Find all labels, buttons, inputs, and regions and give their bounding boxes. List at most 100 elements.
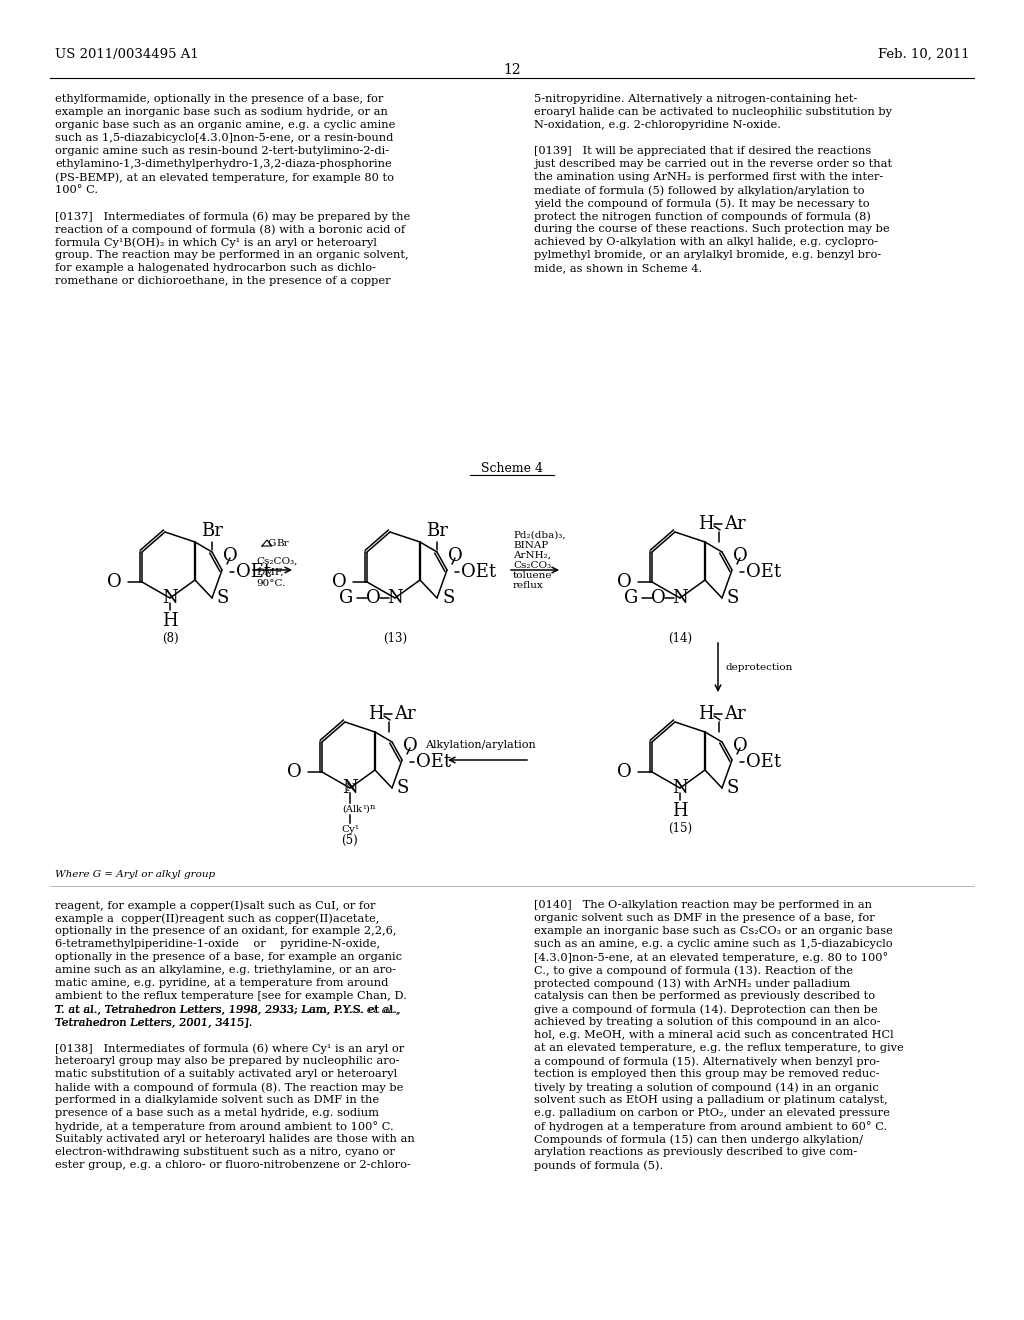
Text: O: O [108, 573, 122, 591]
Text: heteroaryl group may also be prepared by nucleophilic aro-: heteroaryl group may also be prepared by… [55, 1056, 399, 1067]
Text: ester group, e.g. a chloro- or fluoro-nitrobenzene or 2-chloro-: ester group, e.g. a chloro- or fluoro-ni… [55, 1160, 411, 1170]
Text: (8): (8) [162, 632, 178, 645]
Text: hol, e.g. MeOH, with a mineral acid such as concentrated HCl: hol, e.g. MeOH, with a mineral acid such… [534, 1030, 894, 1040]
Text: Suitably activated aryl or heteroaryl halides are those with an: Suitably activated aryl or heteroaryl ha… [55, 1134, 415, 1144]
Text: yield the compound of formula (5). It may be necessary to: yield the compound of formula (5). It ma… [534, 198, 869, 209]
Text: [4.3.0]non-5-ene, at an elevated temperature, e.g. 80 to 100°: [4.3.0]non-5-ene, at an elevated tempera… [534, 952, 888, 962]
Text: matic amine, e.g. pyridine, at a temperature from around: matic amine, e.g. pyridine, at a tempera… [55, 978, 388, 987]
Text: ethylformamide, optionally in the presence of a base, for: ethylformamide, optionally in the presen… [55, 94, 383, 104]
Text: Cs₂CO₃: Cs₂CO₃ [513, 561, 551, 570]
Text: O: O [617, 573, 632, 591]
Text: at an elevated temperature, e.g. the reflux temperature, to give: at an elevated temperature, e.g. the ref… [534, 1043, 904, 1053]
Text: for example a halogenated hydrocarbon such as dichlo-: for example a halogenated hydrocarbon su… [55, 263, 376, 273]
Text: (PS-BEMP), at an elevated temperature, for example 80 to: (PS-BEMP), at an elevated temperature, f… [55, 172, 394, 182]
Text: mide, as shown in Scheme 4.: mide, as shown in Scheme 4. [534, 263, 702, 273]
Text: ethylamino-1,3-dimethylperhydro-1,3,2-diaza-phosphorine: ethylamino-1,3-dimethylperhydro-1,3,2-di… [55, 158, 392, 169]
Text: N: N [672, 779, 688, 797]
Text: 6-tetramethylpiperidine-1-oxide    or    pyridine-N-oxide,: 6-tetramethylpiperidine-1-oxide or pyrid… [55, 939, 380, 949]
Text: matic substitution of a suitably activated aryl or heteroaryl: matic substitution of a suitably activat… [55, 1069, 397, 1078]
Text: presence of a base such as a metal hydride, e.g. sodium: presence of a base such as a metal hydri… [55, 1107, 379, 1118]
Text: O: O [222, 546, 238, 565]
Text: hydride, at a temperature from around ambient to 100° C.: hydride, at a temperature from around am… [55, 1121, 394, 1131]
Text: Compounds of formula (15) can then undergo alkylation/: Compounds of formula (15) can then under… [534, 1134, 863, 1144]
Text: organic base such as an organic amine, e.g. a cyclic amine: organic base such as an organic amine, e… [55, 120, 395, 129]
Text: reaction of a compound of formula (8) with a boronic acid of: reaction of a compound of formula (8) wi… [55, 224, 406, 235]
Text: pylmethyl bromide, or an arylalkyl bromide, e.g. benzyl bro-: pylmethyl bromide, or an arylalkyl bromi… [534, 249, 882, 260]
Text: [0139]   It will be appreciated that if desired the reactions: [0139] It will be appreciated that if de… [534, 147, 871, 156]
Text: halide with a compound of formula (8). The reaction may be: halide with a compound of formula (8). T… [55, 1082, 403, 1093]
Text: 90°C.: 90°C. [256, 579, 286, 587]
Text: Ar: Ar [724, 705, 745, 723]
Text: of hydrogen at a temperature from around ambient to 60° C.: of hydrogen at a temperature from around… [534, 1121, 887, 1131]
Text: (15): (15) [668, 822, 692, 836]
Text: C., to give a compound of formula (13). Reaction of the: C., to give a compound of formula (13). … [534, 965, 853, 975]
Text: OEt: OEt [236, 564, 271, 581]
Text: O: O [617, 763, 632, 781]
Text: H: H [698, 515, 714, 533]
Text: OEt: OEt [416, 752, 452, 771]
Text: electron-withdrawing substituent such as a nitro, cyano or: electron-withdrawing substituent such as… [55, 1147, 395, 1158]
Text: G: G [267, 539, 275, 548]
Text: protect the nitrogen function of compounds of formula (8): protect the nitrogen function of compoun… [534, 211, 870, 222]
Text: tection is employed then this group may be removed reduc-: tection is employed then this group may … [534, 1069, 880, 1078]
Text: reflux: reflux [513, 581, 544, 590]
Text: Br: Br [426, 521, 447, 540]
Text: 100° C.: 100° C. [55, 185, 98, 195]
Text: O: O [447, 546, 463, 565]
Text: [0137]   Intermediates of formula (6) may be prepared by the: [0137] Intermediates of formula (6) may … [55, 211, 411, 222]
Text: romethane or dichioroethane, in the presence of a copper: romethane or dichioroethane, in the pres… [55, 276, 390, 286]
Text: Br: Br [276, 539, 289, 548]
Text: mediate of formula (5) followed by alkylation/arylation to: mediate of formula (5) followed by alkyl… [534, 185, 864, 195]
Text: O: O [332, 573, 347, 591]
Text: [0140]   The O-alkylation reaction may be performed in an: [0140] The O-alkylation reaction may be … [534, 900, 872, 909]
Text: Alkylation/arylation: Alkylation/arylation [425, 741, 536, 750]
Text: performed in a dialkylamide solvent such as DMF in the: performed in a dialkylamide solvent such… [55, 1096, 379, 1105]
Text: N: N [162, 589, 178, 607]
Text: G: G [624, 589, 638, 607]
Text: Cs₂CO₃,: Cs₂CO₃, [256, 557, 297, 566]
Text: such as 1,5-diazabicyclo[4.3.0]non-5-ene, or a resin-bound: such as 1,5-diazabicyclo[4.3.0]non-5-ene… [55, 133, 393, 143]
Text: O: O [402, 737, 418, 755]
Text: ambient to the reflux temperature [see for example Chan, D.: ambient to the reflux temperature [see f… [55, 991, 407, 1001]
Text: optionally in the presence of an oxidant, for example 2,2,6,: optionally in the presence of an oxidant… [55, 927, 396, 936]
Text: n: n [370, 803, 376, 810]
Text: Ar: Ar [394, 705, 416, 723]
Text: example an inorganic base such as sodium hydride, or an: example an inorganic base such as sodium… [55, 107, 388, 117]
Text: ¹): ¹) [362, 805, 370, 814]
Text: organic solvent such as DMF in the presence of a base, for: organic solvent such as DMF in the prese… [534, 913, 874, 923]
Text: pounds of formula (5).: pounds of formula (5). [534, 1160, 664, 1171]
Text: Br: Br [201, 521, 223, 540]
Text: H: H [369, 705, 384, 723]
Text: (Alk: (Alk [342, 805, 361, 814]
Text: Cy¹: Cy¹ [341, 825, 359, 834]
Text: just described may be carried out in the reverse order so that: just described may be carried out in the… [534, 158, 892, 169]
Text: 12: 12 [503, 63, 521, 77]
Text: (14): (14) [668, 632, 692, 645]
Text: S: S [727, 589, 739, 607]
Text: reagent, for example a copper(I)salt such as CuI, or for: reagent, for example a copper(I)salt suc… [55, 900, 376, 911]
Text: Ar: Ar [724, 515, 745, 533]
Text: solvent such as EtOH using a palladium or platinum catalyst,: solvent such as EtOH using a palladium o… [534, 1096, 888, 1105]
Text: Scheme 4: Scheme 4 [481, 462, 543, 475]
Text: (5): (5) [342, 834, 358, 847]
Text: OEt: OEt [746, 752, 781, 771]
Text: 5-nitropyridine. Alternatively a nitrogen-containing het-: 5-nitropyridine. Alternatively a nitroge… [534, 94, 857, 104]
Text: achieved by O-alkylation with an alkyl halide, e.g. cyclopro-: achieved by O-alkylation with an alkyl h… [534, 238, 878, 247]
Text: N: N [342, 779, 357, 797]
Text: group. The reaction may be performed in an organic solvent,: group. The reaction may be performed in … [55, 249, 409, 260]
Text: US 2011/0034495 A1: US 2011/0034495 A1 [55, 48, 199, 61]
Text: formula Cy¹B(OH)₂ in which Cy¹ is an aryl or heteroaryl: formula Cy¹B(OH)₂ in which Cy¹ is an ary… [55, 238, 377, 248]
Text: S: S [442, 589, 455, 607]
Text: T. at al., Tetrahedron Letters, 1998, 2933; Lam, P.Y.S. et al.,: T. at al., Tetrahedron Letters, 1998, 29… [55, 1005, 400, 1014]
Text: H: H [672, 803, 688, 820]
Text: O: O [732, 737, 748, 755]
Text: during the course of these reactions. Such protection may be: during the course of these reactions. Su… [534, 224, 890, 234]
Text: arylation reactions as previously described to give com-: arylation reactions as previously descri… [534, 1147, 857, 1158]
Text: tively by treating a solution of compound (14) in an organic: tively by treating a solution of compoun… [534, 1082, 879, 1093]
Text: T. at al., Tetrahedron Letters, 1998, 2933; Lam, P.Y.S. et al.,: T. at al., Tetrahedron Letters, 1998, 29… [55, 1005, 399, 1014]
Text: [0138]   Intermediates of formula (6) where Cy¹ is an aryl or: [0138] Intermediates of formula (6) wher… [55, 1043, 404, 1053]
Text: S: S [727, 779, 739, 797]
Text: DMF,: DMF, [256, 568, 284, 577]
Text: a compound of formula (15). Alternatively when benzyl pro-: a compound of formula (15). Alternativel… [534, 1056, 880, 1067]
Text: S: S [397, 779, 410, 797]
